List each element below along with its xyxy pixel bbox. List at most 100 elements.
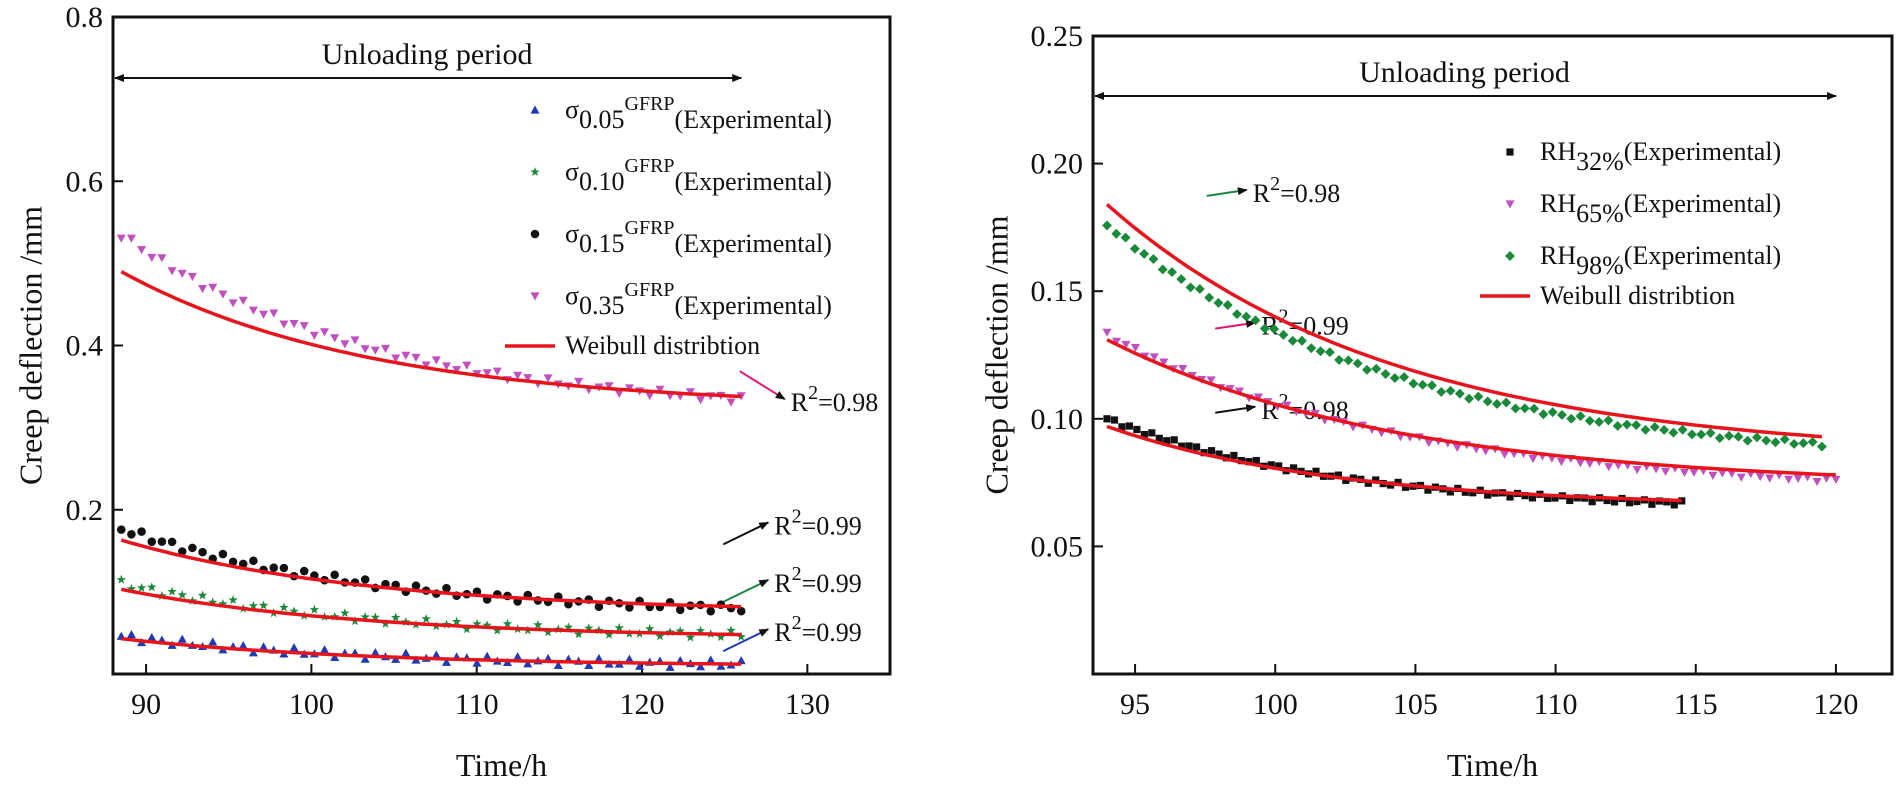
legend-symbol: σ bbox=[565, 281, 579, 310]
data-point bbox=[1111, 228, 1122, 239]
data-point bbox=[1659, 424, 1670, 435]
data-point bbox=[736, 656, 746, 665]
data-series bbox=[116, 234, 746, 407]
data-point bbox=[1631, 420, 1642, 431]
data-point bbox=[1269, 324, 1280, 334]
data-point bbox=[1736, 473, 1746, 482]
data-point bbox=[197, 590, 208, 600]
weibull-fit-line bbox=[1106, 338, 1836, 477]
data-point bbox=[1613, 461, 1623, 470]
weibull-fit-line bbox=[120, 538, 742, 609]
legend-symbol: σ bbox=[565, 219, 579, 248]
data-point bbox=[1206, 376, 1216, 385]
data-point bbox=[1679, 468, 1689, 478]
data-point bbox=[1755, 472, 1765, 482]
data-point bbox=[1454, 388, 1465, 399]
data-point bbox=[665, 662, 675, 671]
data-point bbox=[635, 661, 645, 670]
legend-symbol: RH bbox=[1540, 137, 1576, 166]
data-point bbox=[1588, 498, 1596, 506]
data-point bbox=[1686, 429, 1697, 440]
data-point bbox=[259, 642, 269, 651]
data-point bbox=[1120, 232, 1131, 243]
data-point bbox=[1287, 335, 1298, 346]
data-point bbox=[645, 391, 655, 401]
data-point bbox=[188, 543, 197, 553]
data-point bbox=[1159, 358, 1169, 367]
weibull-fit-line bbox=[120, 270, 742, 399]
data-point bbox=[1696, 429, 1707, 440]
data-point bbox=[1427, 380, 1437, 391]
data-point bbox=[360, 654, 370, 663]
data-point bbox=[126, 583, 137, 593]
data-point bbox=[1148, 429, 1156, 437]
data-point bbox=[421, 614, 431, 623]
data-point bbox=[492, 367, 502, 376]
data-point bbox=[1603, 415, 1614, 426]
data-point bbox=[249, 556, 258, 566]
r-squared-annotation: R2=0.99 bbox=[774, 505, 862, 540]
data-point bbox=[1543, 494, 1551, 502]
data-point bbox=[1529, 403, 1540, 414]
data-point bbox=[1612, 420, 1623, 431]
data-point bbox=[1267, 461, 1275, 469]
data-point bbox=[614, 389, 624, 398]
data-point bbox=[1784, 475, 1794, 484]
legend-superscript: GFRP bbox=[625, 93, 675, 115]
r-squared-superscript: 2 bbox=[1279, 390, 1289, 412]
data-point bbox=[431, 356, 441, 365]
data-point bbox=[1185, 282, 1196, 293]
data-point bbox=[116, 234, 126, 243]
legend-marker bbox=[1505, 200, 1515, 209]
x-axis-label: Time/h bbox=[1447, 747, 1538, 783]
data-point bbox=[1334, 471, 1342, 479]
r-squared-annotation: R2=0.99 bbox=[1261, 306, 1349, 341]
data-point bbox=[248, 648, 258, 657]
weibull-fit-line bbox=[120, 587, 742, 637]
data-point bbox=[1334, 354, 1345, 365]
data-point bbox=[126, 234, 136, 243]
r-squared-main: R bbox=[774, 569, 792, 598]
data-point bbox=[625, 603, 634, 612]
legend-subscript: 0.10 bbox=[579, 167, 625, 196]
data-point bbox=[1528, 494, 1537, 502]
r-squared-value: =0.98 bbox=[1280, 179, 1340, 208]
data-point bbox=[1170, 436, 1178, 444]
x-tick-label: 120 bbox=[620, 688, 665, 721]
data-point bbox=[228, 557, 238, 567]
data-point bbox=[1163, 437, 1171, 445]
data-point bbox=[421, 361, 431, 370]
data-point bbox=[167, 586, 177, 596]
data-point bbox=[1464, 393, 1475, 404]
data-point bbox=[1812, 477, 1822, 486]
data-point bbox=[1140, 430, 1148, 439]
data-point bbox=[289, 319, 299, 329]
data-point bbox=[198, 284, 208, 294]
data-point bbox=[482, 369, 492, 378]
data-point bbox=[1118, 423, 1126, 431]
chart-right-panel: 95 100 105 110 115 120 0.05 0.10 0.15 0.20 0.25 Tim… bbox=[978, 20, 1894, 783]
y-tick-label: 0.15 bbox=[1031, 275, 1084, 308]
data-point bbox=[320, 328, 330, 337]
y-tick-label: 0.2 bbox=[66, 494, 104, 527]
r-squared-value: =0.99 bbox=[802, 569, 862, 598]
data-point bbox=[472, 619, 482, 628]
r-squared-main: R bbox=[791, 388, 809, 417]
legend-entry: σ0.35GFRP(Experimental) bbox=[565, 279, 832, 320]
data-point bbox=[381, 344, 391, 353]
data-point bbox=[137, 246, 147, 255]
data-point bbox=[1724, 430, 1735, 441]
data-point bbox=[208, 637, 218, 646]
data-point bbox=[1176, 274, 1187, 285]
data-point bbox=[1492, 399, 1502, 409]
data-point bbox=[401, 351, 411, 360]
y-tick-label: 0.4 bbox=[66, 330, 104, 363]
data-point bbox=[1252, 456, 1260, 465]
data-point bbox=[1362, 364, 1372, 375]
data-point bbox=[218, 549, 228, 559]
data-point bbox=[1649, 422, 1660, 432]
data-point bbox=[502, 618, 513, 628]
data-point bbox=[624, 654, 634, 663]
data-point bbox=[1727, 469, 1737, 478]
